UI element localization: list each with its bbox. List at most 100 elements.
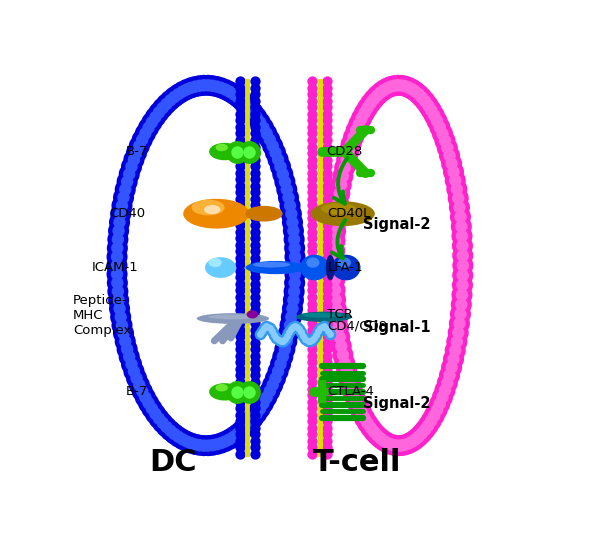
Point (287, 210, 296, 218)
Point (323, 142, 332, 151)
Point (379, 436, 389, 445)
Point (182, 437, 191, 446)
Point (250, 83, 260, 92)
Point (173, 90, 183, 98)
Point (268, 141, 277, 150)
Point (323, 378, 332, 386)
Point (127, 162, 136, 171)
Point (289, 287, 299, 296)
Point (447, 363, 457, 372)
Point (282, 331, 292, 340)
Point (113, 279, 122, 287)
Point (119, 329, 128, 338)
Point (308, 142, 317, 151)
Point (265, 135, 275, 144)
Point (212, 82, 221, 91)
Point (427, 106, 436, 115)
Point (195, 81, 205, 90)
Point (282, 185, 292, 194)
Point (346, 140, 356, 148)
Point (308, 221, 317, 229)
Point (340, 164, 350, 172)
Point (308, 430, 317, 438)
Point (154, 108, 164, 117)
Point (250, 273, 260, 282)
Point (248, 108, 258, 117)
Ellipse shape (302, 313, 341, 317)
Point (113, 279, 122, 287)
Point (273, 367, 283, 376)
Ellipse shape (208, 314, 258, 320)
Point (292, 323, 302, 331)
Point (235, 83, 245, 92)
Point (250, 398, 260, 406)
Point (284, 328, 293, 337)
Point (308, 423, 317, 432)
Point (325, 329, 335, 338)
Point (305, 337, 314, 345)
Point (263, 322, 273, 331)
Point (407, 437, 416, 446)
Point (250, 181, 260, 190)
Point (295, 325, 304, 334)
Point (261, 322, 271, 331)
Point (144, 399, 154, 407)
Point (308, 103, 317, 111)
Point (286, 325, 296, 334)
Ellipse shape (204, 205, 221, 214)
Point (329, 256, 339, 265)
Text: ICAM-1: ICAM-1 (92, 261, 139, 274)
Point (357, 114, 367, 123)
Point (252, 113, 262, 122)
Point (137, 135, 147, 144)
Point (117, 201, 127, 210)
Point (186, 439, 196, 448)
Point (455, 203, 464, 212)
Point (166, 427, 175, 435)
Point (389, 81, 399, 90)
Point (252, 113, 262, 122)
Point (366, 99, 376, 108)
Point (363, 103, 373, 112)
Point (323, 430, 332, 438)
Point (121, 185, 130, 194)
Point (301, 335, 310, 343)
Point (250, 208, 260, 216)
Point (232, 147, 241, 156)
Point (323, 338, 332, 347)
Point (424, 101, 433, 110)
Point (237, 96, 247, 104)
Point (250, 410, 260, 419)
Point (257, 326, 267, 335)
Point (458, 261, 467, 270)
Point (369, 95, 379, 103)
Point (250, 286, 260, 295)
Point (235, 280, 245, 288)
Point (186, 83, 196, 92)
Point (308, 417, 317, 426)
Point (285, 201, 295, 210)
Point (455, 203, 464, 212)
Point (322, 323, 331, 332)
Point (216, 83, 226, 92)
Point (397, 81, 406, 90)
Point (220, 437, 230, 446)
Point (229, 433, 238, 441)
Point (124, 352, 134, 361)
Point (250, 188, 260, 196)
Point (443, 144, 452, 152)
Point (332, 315, 342, 323)
Point (250, 116, 260, 125)
Point (235, 253, 245, 262)
Point (271, 374, 280, 383)
Point (216, 439, 226, 448)
Point (117, 201, 127, 210)
Point (113, 244, 122, 252)
Point (332, 305, 341, 314)
Point (244, 419, 254, 427)
Point (124, 170, 134, 179)
Point (363, 419, 373, 428)
Point (235, 430, 245, 438)
Point (432, 406, 442, 414)
Point (323, 253, 332, 262)
